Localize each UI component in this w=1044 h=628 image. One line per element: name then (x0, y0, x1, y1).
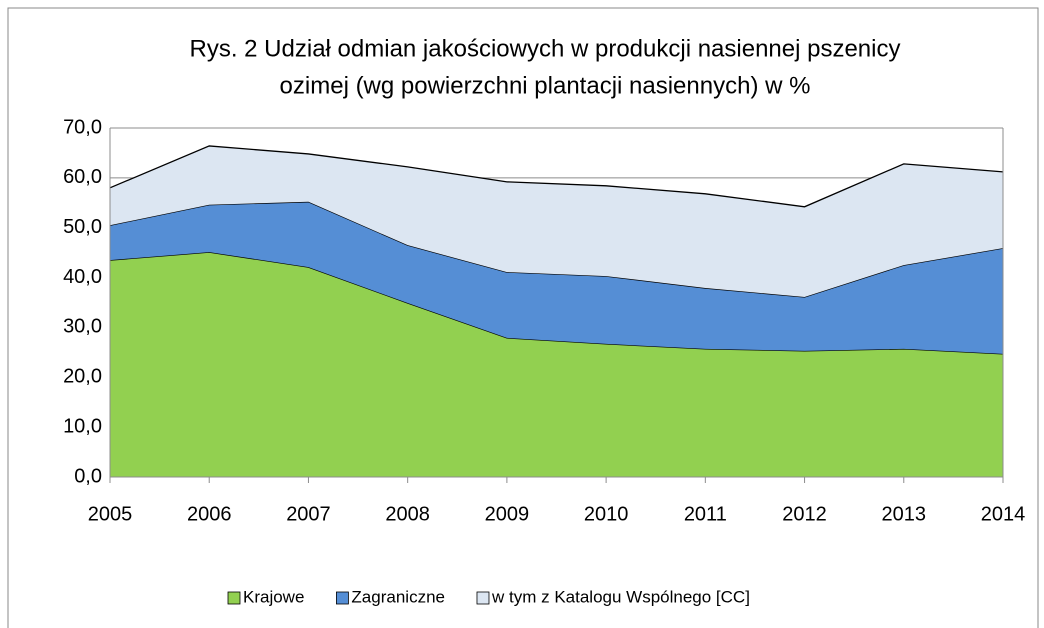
area (110, 145, 1003, 298)
chart-title: ozimej (wg powierzchni plantacji nasienn… (280, 72, 811, 99)
legend-label: Krajowe (243, 587, 304, 606)
legend-swatch (476, 591, 490, 605)
area (110, 252, 1003, 477)
x-tick-label: 2011 (684, 503, 727, 525)
chart-title: Rys. 2 Udział odmian jakościowych w prod… (190, 35, 901, 62)
y-tick-label: 30,0 (63, 316, 102, 338)
legend-swatch (336, 591, 349, 605)
y-tick-label: 40,0 (63, 266, 102, 288)
x-tick-label: 2013 (882, 503, 927, 525)
x-tick-label: 2012 (782, 503, 827, 525)
x-tick-label: 2008 (385, 503, 430, 525)
y-tick-label: 0,0 (74, 465, 102, 487)
x-tick-label: 2009 (485, 503, 530, 525)
x-tick-label: 2006 (187, 503, 232, 525)
legend-label: Zagraniczne (351, 587, 445, 606)
x-tick-label: 2014 (981, 503, 1026, 525)
x-tick-label: 2010 (584, 503, 629, 525)
y-tick-label: 60,0 (63, 166, 102, 188)
y-tick-label: 20,0 (63, 366, 102, 388)
x-tick-label: 2007 (286, 503, 331, 525)
y-tick-label: 10,0 (63, 415, 102, 437)
legend-label: w tym z Katalogu Wspólnego [CC] (491, 587, 750, 606)
area (110, 201, 1003, 354)
y-tick-label: 70,0 (63, 116, 102, 138)
area-edge (109, 145, 1004, 208)
x-tick-label: 2005 (88, 503, 133, 525)
y-tick-label: 50,0 (63, 216, 102, 238)
legend-swatch (227, 591, 241, 605)
